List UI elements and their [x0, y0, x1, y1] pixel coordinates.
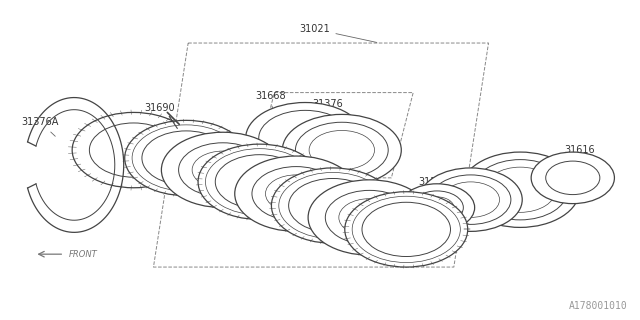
Ellipse shape [546, 161, 600, 195]
Ellipse shape [259, 110, 351, 166]
Text: 31690: 31690 [144, 103, 175, 118]
Ellipse shape [345, 192, 468, 267]
Ellipse shape [192, 151, 253, 189]
Text: FRONT: FRONT [69, 250, 98, 259]
Ellipse shape [289, 179, 377, 233]
Ellipse shape [235, 156, 358, 231]
Text: 31521: 31521 [419, 177, 449, 192]
Ellipse shape [362, 202, 451, 257]
Ellipse shape [161, 132, 284, 208]
Ellipse shape [125, 120, 248, 196]
Ellipse shape [431, 175, 511, 224]
Ellipse shape [90, 123, 178, 177]
Ellipse shape [72, 112, 195, 188]
Text: 31616: 31616 [564, 145, 595, 162]
Ellipse shape [442, 182, 500, 217]
Text: 31648: 31648 [470, 167, 506, 182]
Ellipse shape [531, 152, 614, 204]
Ellipse shape [325, 190, 414, 244]
Ellipse shape [399, 184, 475, 231]
Ellipse shape [246, 102, 365, 174]
Text: 31546: 31546 [520, 157, 556, 168]
Ellipse shape [473, 160, 568, 220]
Ellipse shape [309, 131, 374, 170]
Ellipse shape [484, 167, 556, 212]
Ellipse shape [266, 175, 327, 212]
Ellipse shape [339, 199, 400, 236]
Ellipse shape [215, 155, 304, 209]
Ellipse shape [198, 144, 321, 220]
Ellipse shape [461, 152, 580, 228]
Text: 31376A: 31376A [22, 117, 59, 136]
Text: 31021: 31021 [300, 24, 377, 43]
Ellipse shape [252, 167, 340, 221]
Text: 31567: 31567 [134, 133, 165, 148]
Text: 31552: 31552 [342, 129, 373, 142]
Ellipse shape [419, 168, 522, 231]
Text: A178001010: A178001010 [568, 301, 627, 311]
Ellipse shape [271, 168, 394, 243]
Ellipse shape [296, 122, 388, 178]
Ellipse shape [420, 197, 454, 218]
Text: 31668: 31668 [255, 91, 285, 108]
Ellipse shape [282, 114, 401, 186]
Ellipse shape [179, 143, 267, 197]
Ellipse shape [411, 191, 463, 224]
Text: 31376: 31376 [307, 100, 343, 119]
Ellipse shape [308, 180, 431, 255]
Ellipse shape [142, 131, 230, 185]
